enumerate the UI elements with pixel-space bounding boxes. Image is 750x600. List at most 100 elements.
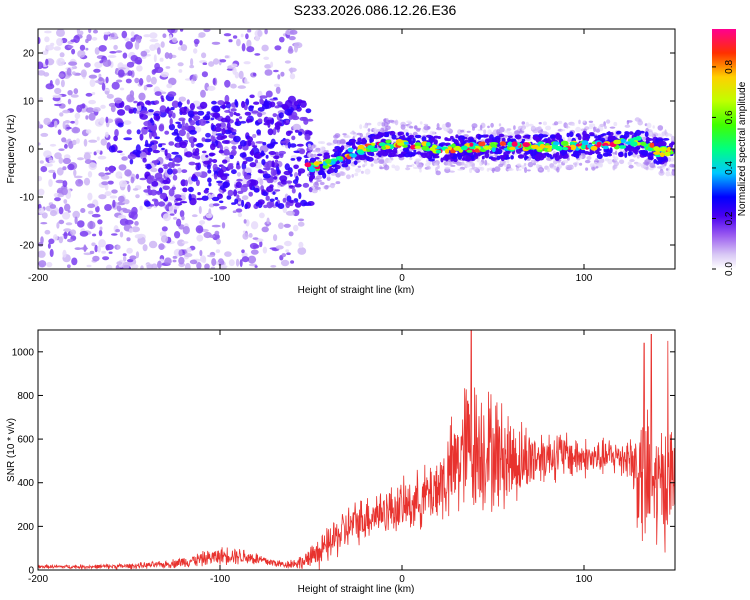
heatmap-cell bbox=[267, 143, 275, 149]
heatmap-cell bbox=[150, 76, 157, 85]
heatmap-cell bbox=[108, 102, 116, 107]
heatmap-cell bbox=[152, 149, 160, 154]
heatmap-cell bbox=[54, 87, 62, 95]
heatmap-cell bbox=[184, 179, 188, 187]
heatmap-cell bbox=[660, 134, 664, 139]
spectrogram-y-axis-label: Frequency (Hz) bbox=[6, 115, 17, 184]
heatmap-cell bbox=[207, 85, 216, 91]
heatmap-cell bbox=[619, 151, 624, 156]
heatmap-cell bbox=[588, 120, 594, 124]
heatmap-cell bbox=[57, 129, 62, 136]
heatmap-cell bbox=[421, 145, 429, 151]
heatmap-cell bbox=[49, 248, 54, 258]
heatmap-cell bbox=[658, 170, 665, 176]
heatmap-cell bbox=[129, 158, 134, 165]
heatmap-cell bbox=[254, 159, 258, 164]
heatmap-cell bbox=[85, 115, 89, 120]
heatmap-cell bbox=[380, 132, 386, 137]
heatmap-cell bbox=[153, 160, 158, 166]
heatmap-cell bbox=[278, 112, 284, 119]
heatmap-cell bbox=[613, 161, 619, 167]
heatmap-cell bbox=[235, 164, 241, 170]
heatmap-cell bbox=[291, 114, 296, 119]
heatmap-cell bbox=[99, 226, 103, 231]
heatmap-cell bbox=[205, 154, 209, 158]
heatmap-cell bbox=[340, 171, 346, 176]
colorbar-gradient bbox=[712, 29, 736, 269]
heatmap-cell bbox=[230, 108, 237, 112]
heatmap-cell bbox=[649, 142, 655, 148]
heatmap-cell bbox=[182, 187, 188, 193]
heatmap-cell bbox=[419, 168, 422, 173]
heatmap-cell bbox=[175, 121, 181, 125]
heatmap-cell bbox=[290, 158, 296, 161]
heatmap-cell bbox=[41, 50, 49, 56]
heatmap-cell bbox=[241, 195, 249, 201]
heatmap-cell bbox=[261, 226, 269, 233]
heatmap-cell bbox=[205, 132, 211, 138]
heatmap-cell bbox=[138, 78, 144, 86]
heatmap-cell bbox=[275, 166, 280, 173]
heatmap-cell bbox=[412, 137, 416, 143]
heatmap-cell bbox=[595, 166, 599, 169]
heatmap-cell bbox=[257, 107, 265, 112]
heatmap-cell bbox=[160, 41, 165, 48]
heatmap-cell bbox=[153, 113, 160, 117]
heatmap-cell bbox=[248, 233, 253, 238]
heatmap-cell bbox=[246, 39, 252, 48]
heatmap-cell bbox=[571, 123, 575, 126]
heatmap-cell bbox=[405, 132, 409, 137]
heatmap-cell bbox=[266, 217, 270, 225]
heatmap-cell bbox=[124, 169, 132, 177]
heatmap-cell bbox=[159, 57, 164, 62]
heatmap-cell bbox=[322, 172, 327, 179]
heatmap-cell bbox=[171, 161, 175, 169]
heatmap-cell bbox=[278, 222, 284, 230]
heatmap-cell bbox=[63, 228, 72, 232]
heatmap-cell bbox=[473, 166, 479, 172]
heatmap-cell bbox=[192, 151, 200, 156]
heatmap-cell bbox=[178, 256, 185, 265]
heatmap-cell bbox=[273, 176, 278, 180]
heatmap-cell bbox=[231, 169, 237, 175]
heatmap-cell bbox=[189, 103, 195, 111]
heatmap-cell bbox=[671, 164, 675, 168]
heatmap-cell bbox=[479, 161, 483, 166]
heatmap-cell bbox=[245, 156, 254, 162]
heatmap-cell bbox=[552, 141, 560, 146]
heatmap-cell bbox=[640, 141, 647, 146]
heatmap-cell bbox=[547, 137, 551, 143]
y-tick-label: 10 bbox=[23, 97, 35, 108]
heatmap-cell bbox=[624, 152, 628, 158]
heatmap-cell bbox=[272, 141, 278, 145]
heatmap-cell bbox=[355, 141, 362, 145]
heatmap-cell bbox=[575, 134, 580, 137]
heatmap-cell bbox=[79, 30, 84, 36]
heatmap-cell bbox=[205, 213, 213, 219]
heatmap-cell bbox=[359, 124, 363, 130]
heatmap-cell bbox=[429, 130, 436, 136]
heatmap-cell bbox=[151, 69, 156, 75]
heatmap-cell bbox=[607, 158, 613, 165]
heatmap-cell bbox=[604, 125, 607, 129]
heatmap-cell bbox=[640, 149, 648, 156]
heatmap-cell bbox=[67, 163, 75, 171]
heatmap-cell bbox=[198, 118, 207, 126]
heatmap-cell bbox=[167, 29, 176, 34]
heatmap-cell bbox=[146, 74, 152, 83]
heatmap-cell bbox=[276, 101, 283, 106]
heatmap-cell bbox=[70, 120, 76, 124]
heatmap-cell bbox=[664, 161, 667, 167]
heatmap-cell bbox=[595, 128, 601, 133]
heatmap-cell bbox=[252, 145, 258, 148]
heatmap-cell bbox=[108, 145, 116, 153]
heatmap-cell bbox=[550, 135, 556, 138]
x-tick-label: 0 bbox=[399, 273, 405, 284]
heatmap-cell bbox=[517, 154, 525, 159]
snr-series bbox=[38, 330, 675, 570]
heatmap-cell bbox=[630, 141, 638, 147]
heatmap-cell bbox=[383, 164, 390, 171]
heatmap-cell bbox=[92, 255, 100, 262]
heatmap-cell bbox=[484, 159, 488, 166]
